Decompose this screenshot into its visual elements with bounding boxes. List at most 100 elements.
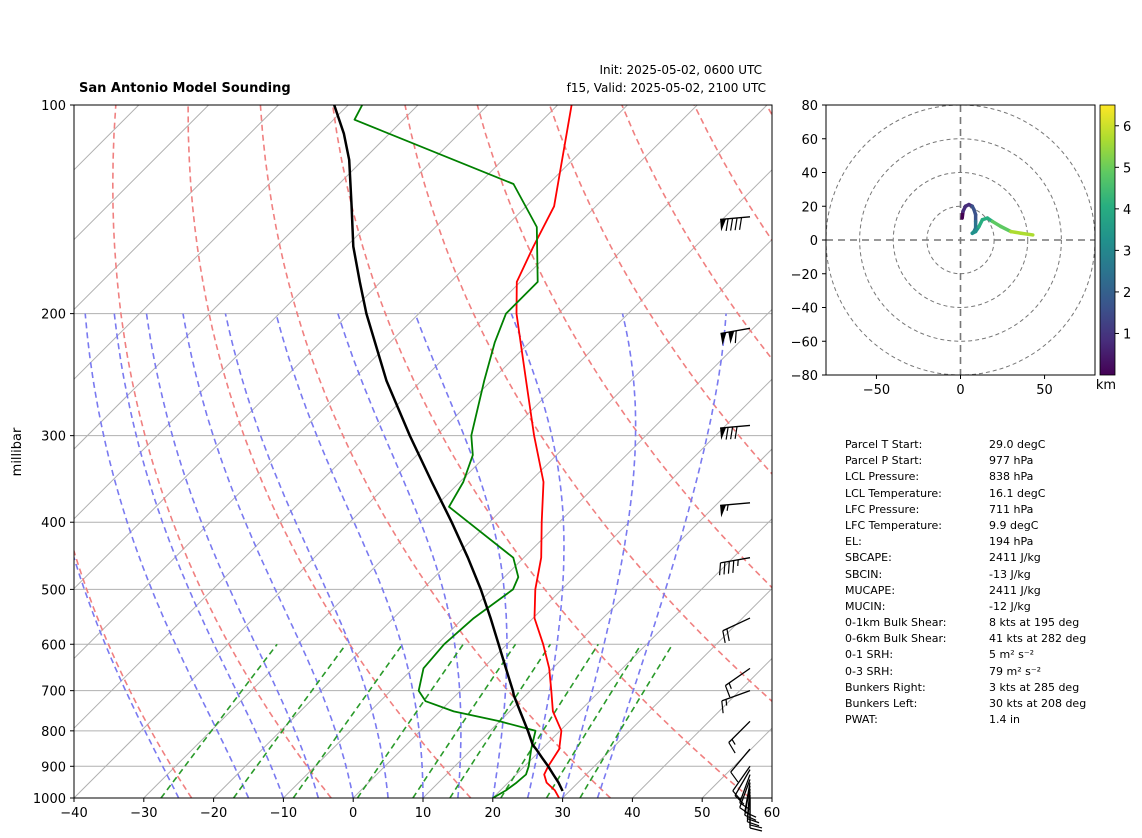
mixing-ratio-line xyxy=(232,643,347,798)
x-tick-label: −40 xyxy=(60,806,87,821)
colorbar xyxy=(1099,104,1116,376)
isotherm-line xyxy=(143,169,772,798)
parameter-label: Bunkers Left: xyxy=(845,697,918,710)
parameter-label: Parcel P Start: xyxy=(845,454,923,468)
parameter-row: 0-1km Bulk Shear: 8 kts at 195 deg xyxy=(845,615,1115,631)
wind-barb xyxy=(739,774,751,811)
wind-barb xyxy=(732,765,751,801)
wind-barb xyxy=(718,557,751,576)
y-tick-label: 500 xyxy=(41,583,66,598)
wind-barb xyxy=(720,424,751,441)
valid-time: f15, Valid: 2025-05-02, 2100 UTC xyxy=(567,81,766,95)
x-tick-label: 20 xyxy=(485,806,502,821)
hodograph-ring xyxy=(892,172,1029,308)
parameter-label: PWAT: xyxy=(845,713,878,727)
hodograph-x-tick-label: 0 xyxy=(956,383,964,398)
hodograph-plot: −50 0 50 −80 −60 −40 −20 0 20 40 60 80 1 2 3 4 5 6 km xyxy=(791,99,1132,398)
skewt-x-axis: −40 −30 −20 −10 0 10 20 30 40 50 60 xyxy=(60,798,780,821)
parameter-table: Parcel T Start: 29.0 degC Parcel P Start: 9… xyxy=(845,437,1115,728)
parameter-label: 0-3 SRH: xyxy=(845,664,894,678)
y-tick-label: 400 xyxy=(41,516,66,531)
isotherm-line xyxy=(283,308,772,798)
mixing-ratio-line xyxy=(545,643,642,798)
parameter-value: 3 kts at 285 deg xyxy=(989,680,1080,694)
x-tick-label: 50 xyxy=(694,806,711,821)
dewpoint-profile-line xyxy=(353,105,539,798)
y-tick-label: 700 xyxy=(41,685,66,700)
moist-adiabat xyxy=(145,313,320,798)
parameter-row: 0-6km Bulk Shear: 41 kts at 282 deg xyxy=(845,631,1115,647)
isotherm-line xyxy=(562,587,772,798)
isotherm-line xyxy=(74,105,558,590)
parameter-label: SBCIN: xyxy=(845,567,883,581)
dry-adiabat xyxy=(548,105,772,476)
moist-adiabat xyxy=(84,313,250,798)
isotherm-line xyxy=(74,105,209,241)
wind-barb xyxy=(721,690,751,714)
wind-barb xyxy=(724,667,751,698)
hodograph-y-tick-label: −60 xyxy=(791,335,818,350)
hodograph-y-tick-label: 20 xyxy=(801,200,818,215)
y-tick-label: 300 xyxy=(41,430,66,445)
parameter-value: -12 J/kg xyxy=(989,599,1031,613)
colorbar-tick-label: 6 xyxy=(1123,120,1131,135)
parameter-value: 30 kts at 208 deg xyxy=(989,697,1087,710)
parameter-row: LCL Pressure: 838 hPa xyxy=(845,469,1115,485)
parameter-row: LCL Temperature: 16.1 degC xyxy=(845,486,1115,502)
moist-adiabat xyxy=(596,313,727,798)
mixing-ratio-line xyxy=(160,643,278,798)
x-tick-label: −20 xyxy=(200,806,227,821)
isotherm-line xyxy=(74,105,279,311)
parameter-label: SBCAPE: xyxy=(845,551,892,565)
mixing-ratio-line xyxy=(292,643,404,798)
x-tick-label: 10 xyxy=(415,806,432,821)
isotherm-line xyxy=(74,105,419,450)
colorbar-tick-label: 1 xyxy=(1123,327,1131,342)
hodograph-y-tick-label: 60 xyxy=(801,133,818,148)
parameter-label: Parcel T Start: xyxy=(845,438,923,451)
parameter-label: MUCIN: xyxy=(845,599,886,613)
colorbar-tick-label: 3 xyxy=(1123,244,1131,259)
skewt-plot: −40 −30 −20 −10 0 10 20 30 40 50 60 100 200 300 400 50… xyxy=(10,99,780,832)
y-tick-label: 600 xyxy=(41,638,66,653)
parameter-row: Bunkers Left: 30 kts at 208 deg xyxy=(845,696,1115,712)
moist-adiabat xyxy=(510,313,565,798)
moist-adiabat xyxy=(337,313,462,798)
parameter-label: MUCAPE: xyxy=(845,583,896,597)
wind-barb xyxy=(739,779,751,815)
parameter-label: 0-1km Bulk Shear: xyxy=(845,616,947,630)
parameter-value: 838 hPa xyxy=(989,470,1034,484)
parcel-profile-line xyxy=(333,105,564,792)
parameter-row: 0-3 SRH: 79 m² s⁻² xyxy=(845,664,1115,680)
parameter-label: Bunkers Right: xyxy=(845,680,926,694)
hodograph-y-tick-label: 40 xyxy=(801,167,818,182)
skewt-frame xyxy=(73,104,773,799)
hodograph-y-tick-label: 80 xyxy=(801,99,818,114)
parameter-value: 41 kts at 282 deg xyxy=(989,632,1087,646)
y-tick-label: 900 xyxy=(41,760,66,775)
moist-adiabat xyxy=(275,313,424,798)
isotherm-line xyxy=(422,448,772,798)
chart-title: San Antonio Model Sounding xyxy=(79,81,291,96)
parameter-row: SBCAPE: 2411 J/kg xyxy=(845,550,1115,566)
hodograph-segment xyxy=(1019,231,1035,237)
mixing-ratio-line xyxy=(579,643,674,798)
colorbar-tick-label: 4 xyxy=(1123,203,1131,218)
y-tick-label: 1000 xyxy=(33,792,66,807)
temperature-profile-line xyxy=(515,105,573,798)
wind-barb xyxy=(720,216,751,232)
parameter-row: LFC Pressure: 711 hPa xyxy=(845,502,1115,518)
dry-adiabat xyxy=(259,105,611,798)
mixing-ratio-line xyxy=(356,643,464,798)
parameter-value: 2411 J/kg xyxy=(989,551,1041,565)
colorbar-tick-label: 2 xyxy=(1123,286,1131,301)
parameter-value: 194 hPa xyxy=(989,535,1034,549)
isotherm-line xyxy=(74,105,489,520)
parameter-value: 1.4 in xyxy=(989,713,1021,727)
x-tick-label: 60 xyxy=(764,806,781,821)
y-tick-label: 100 xyxy=(41,99,66,114)
parameter-label: LCL Temperature: xyxy=(845,486,942,500)
x-tick-label: 40 xyxy=(624,806,641,821)
parameter-row: Parcel P Start: 977 hPa xyxy=(845,453,1115,469)
